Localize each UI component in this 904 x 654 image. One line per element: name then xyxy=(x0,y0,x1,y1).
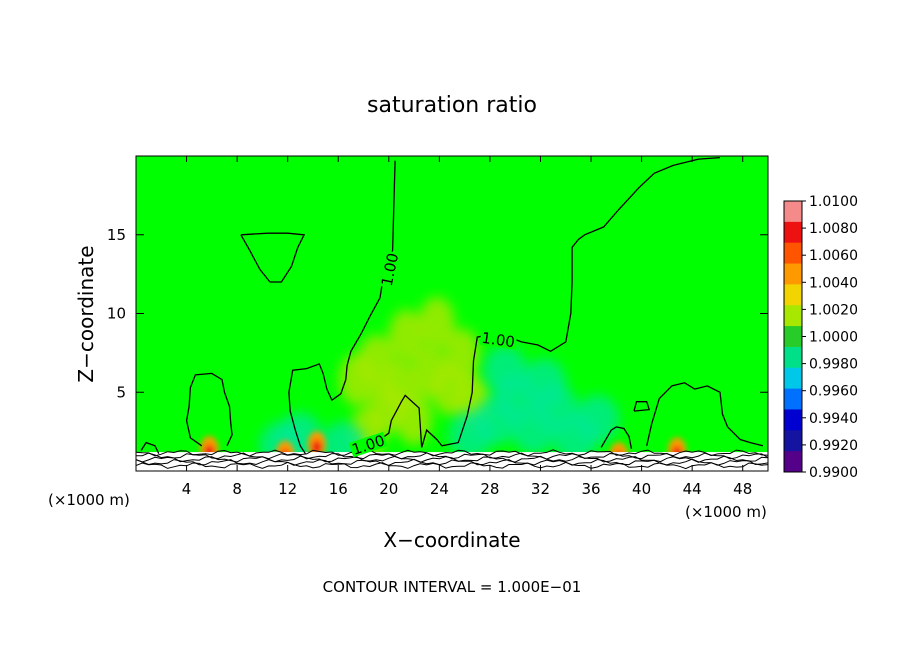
contour-label: 1.00 xyxy=(480,329,516,351)
x-unit-right: (×1000 m) xyxy=(685,503,767,521)
y-axis: 5 10 15 xyxy=(107,226,768,401)
colorbar-swatch xyxy=(784,305,802,327)
x-tick-label: 12 xyxy=(278,480,297,498)
colorbar-swatch xyxy=(784,430,802,452)
colorbar-label: 0.9940 xyxy=(809,411,858,427)
colorbar-label: 0.9900 xyxy=(809,465,858,481)
contour-left-plume xyxy=(185,372,233,447)
y-tick-label: 15 xyxy=(107,226,126,244)
colorbar-swatch xyxy=(784,367,802,390)
ground-contour xyxy=(136,455,768,463)
warm-anomaly-layer xyxy=(339,296,491,460)
x-axis: 4 8 12 16 20 24 28 32 36 40 44 48 xyxy=(182,156,752,498)
colorbar-label: 0.9920 xyxy=(809,438,858,454)
plot-area xyxy=(136,156,768,471)
ground-contour xyxy=(136,458,768,466)
x-tick-label: 8 xyxy=(232,480,242,498)
x-tick-label: 16 xyxy=(329,480,348,498)
colorbar-swatch xyxy=(784,346,802,369)
colorbar-label: 1.0040 xyxy=(809,275,858,291)
contour-right-blob-a xyxy=(600,426,633,450)
contour-interval-note: CONTOUR INTERVAL = 1.000E−01 xyxy=(323,578,582,596)
colorbar: 1.0100 1.0080 1.0060 1.0040 1.0020 1.0000 0.99… xyxy=(783,194,858,481)
x-tick-label: 20 xyxy=(379,480,398,498)
colorbar-swatch xyxy=(784,201,802,223)
colorbar-swatch xyxy=(784,263,802,285)
ground-base xyxy=(136,452,768,471)
x-tick-label: 28 xyxy=(480,480,499,498)
x-axis-label: X−coordinate xyxy=(383,528,520,552)
colorbar-label: 0.9960 xyxy=(809,384,858,400)
y-axis-label: Z−coordinate xyxy=(74,245,98,382)
colorbar-swatch xyxy=(784,451,802,473)
ground-contour xyxy=(136,449,768,457)
x-tick-label: 40 xyxy=(632,480,651,498)
x-tick-label: 36 xyxy=(581,480,600,498)
colorbar-label: 0.9980 xyxy=(809,357,858,373)
cool-anomaly xyxy=(483,346,528,395)
x-tick-label: 48 xyxy=(733,480,752,498)
ground-band xyxy=(136,449,768,471)
warm-anomaly xyxy=(388,309,425,362)
warm-anomaly xyxy=(358,334,395,387)
x-tick-label: 4 xyxy=(182,480,192,498)
cool-anomaly xyxy=(522,358,567,407)
cool-anomaly xyxy=(575,395,620,444)
colorbar-swatch xyxy=(784,221,802,244)
contour-right-island xyxy=(633,401,651,412)
y-tick-label: 10 xyxy=(107,305,126,323)
contour-right-blob-b xyxy=(646,382,764,447)
colorbar-swatch xyxy=(784,242,802,265)
x-tick-label: 44 xyxy=(683,480,702,498)
colorbar-swatch xyxy=(784,284,802,306)
warm-anomaly xyxy=(444,328,481,381)
contour-upper-bowl xyxy=(240,232,306,283)
contour-left-edge xyxy=(140,441,160,454)
colorbar-swatch xyxy=(784,409,802,431)
colorbar-label: 1.0020 xyxy=(809,302,858,318)
chart-title: saturation ratio xyxy=(367,93,537,118)
cool-anomaly xyxy=(448,410,493,459)
x-tick-label: 32 xyxy=(531,480,550,498)
y-tick-label: 5 xyxy=(116,383,126,401)
x-unit-left: (×1000 m) xyxy=(48,491,130,509)
colorbar-swatch xyxy=(784,388,802,410)
x-tick-label: 24 xyxy=(430,480,449,498)
colorbar-label: 1.0060 xyxy=(809,248,858,264)
warm-anomaly xyxy=(418,296,455,349)
colorbar-label: 1.0100 xyxy=(809,194,858,210)
colorbar-label: 1.0080 xyxy=(809,221,858,237)
colorbar-label: 1.0000 xyxy=(809,330,858,346)
warm-anomaly xyxy=(396,393,433,446)
colorbar-swatch xyxy=(784,326,802,348)
